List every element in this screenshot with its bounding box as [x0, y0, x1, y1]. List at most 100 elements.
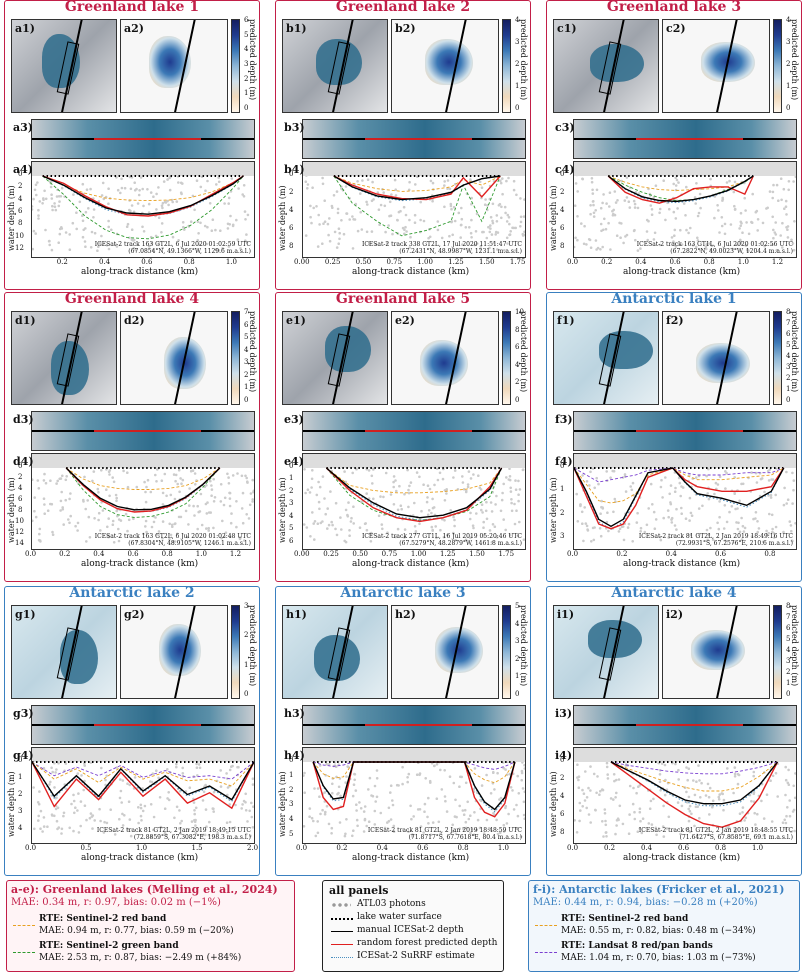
photon-dot — [784, 821, 788, 825]
photon-dot — [422, 219, 426, 223]
photon-dot — [353, 773, 357, 776]
predicted-lake-shape — [164, 337, 206, 389]
photon-dot — [589, 789, 592, 792]
photon-dot — [161, 206, 164, 210]
photon-dot — [42, 497, 46, 500]
track-info-line2: (67.5279°N, 48.2879°W, 1461.8 m.a.s.l.) — [399, 540, 522, 547]
photon-dot — [592, 211, 596, 215]
manual-depth-line — [32, 761, 254, 801]
subpanel-label: f1) — [557, 314, 575, 327]
photon-dot — [306, 187, 309, 190]
photon-dot — [619, 236, 622, 239]
photon-dot — [91, 479, 94, 483]
photon-dot — [150, 525, 154, 529]
photon-dot — [464, 781, 468, 785]
photon-dot — [791, 502, 794, 505]
photon-dot — [249, 492, 253, 495]
subpanel-label: b1) — [286, 22, 307, 35]
photon-dot — [784, 205, 788, 208]
colorbar-tick: 3 — [515, 38, 520, 46]
photon-dot — [741, 811, 744, 814]
photon-dot — [794, 175, 796, 179]
photon-dot — [326, 527, 329, 530]
photon-dot — [207, 833, 211, 837]
photon-dot — [323, 497, 326, 500]
photon-dot — [93, 231, 97, 235]
photon-dot — [793, 796, 796, 800]
photon-dot — [308, 807, 312, 810]
photon-dot — [181, 182, 184, 185]
photon-dot — [460, 206, 463, 210]
photon-dot — [615, 778, 618, 782]
photon-dot — [176, 482, 179, 486]
photon-dot — [652, 797, 655, 801]
photon-dot — [352, 218, 355, 221]
photon-dot — [199, 492, 203, 496]
y-tick-label: 6 — [560, 224, 565, 233]
y-axis-label: water depth (m) — [7, 185, 16, 251]
photon-dot — [581, 788, 584, 792]
photon-dot — [615, 824, 618, 827]
photon-dot — [118, 796, 122, 800]
photon-dot — [199, 221, 202, 225]
photon-dot — [394, 535, 397, 539]
photon-dot — [374, 800, 377, 803]
photon-dot — [494, 233, 497, 236]
photon-dot — [183, 228, 186, 231]
photon-dot — [32, 205, 34, 208]
photon-dot — [791, 471, 794, 475]
colorbar-tick: 5 — [515, 602, 520, 610]
photon-dot — [638, 827, 642, 830]
x-tick-label: 1.00 — [410, 550, 427, 558]
photon-dot — [658, 243, 662, 247]
photon-dot — [161, 246, 164, 250]
photon-dot — [755, 209, 759, 213]
photon-dot — [169, 533, 173, 537]
photon-dot — [487, 225, 490, 229]
photon-dot — [611, 209, 614, 213]
photon-dot — [418, 808, 422, 811]
photon-dot — [607, 221, 610, 225]
photon-dot — [174, 522, 177, 525]
photon-dot — [144, 519, 148, 523]
photon-dot — [322, 222, 325, 225]
photon-dot — [53, 814, 56, 818]
y-tick-label: 0 — [560, 170, 565, 178]
photon-dot — [738, 530, 742, 534]
photon-dot — [244, 792, 247, 796]
photon-dot — [578, 819, 581, 823]
track-info-line1: ICESat-2 track 163 GT1L, 6 Jul 2020 01:0… — [636, 241, 793, 248]
photon-dot — [168, 538, 171, 541]
photon-dot — [100, 469, 103, 472]
photon-dot — [309, 535, 312, 538]
photon-dot — [428, 487, 432, 491]
photon-dot — [84, 245, 87, 248]
photon-dot — [611, 469, 614, 473]
panel-title: Greenland lake 4 — [64, 291, 200, 307]
photon-dot — [60, 827, 64, 831]
photon-dot — [309, 204, 312, 208]
photon-dot — [575, 831, 579, 834]
x-tick-label: 0.0 — [25, 550, 37, 558]
photon-dot — [500, 205, 503, 209]
track-info: ICESat-2 track 338 GT2L, 17 Jul 2020 11:… — [362, 241, 522, 255]
photon-dot — [114, 493, 118, 497]
photon-dot — [130, 228, 134, 231]
photon-dot — [377, 514, 381, 518]
photon-dot — [247, 517, 251, 520]
photon-dot — [370, 474, 374, 478]
photon-dot — [39, 827, 42, 830]
photon-dot — [501, 491, 504, 495]
photon-dot — [684, 827, 688, 831]
x-tick-label: 0.2 — [604, 844, 616, 852]
photon-dot — [495, 494, 498, 498]
photon-dot — [220, 536, 223, 540]
legend-rte-red-name: RTE: Sentinel-2 red band — [39, 914, 167, 924]
x-tick-label: 0.4 — [376, 844, 388, 852]
photon-dot — [585, 796, 589, 799]
photon-dot — [672, 240, 675, 243]
x-tick-label: 0.00 — [294, 550, 310, 558]
photon-dot — [163, 807, 167, 810]
photon-dot — [168, 522, 171, 526]
photon-dot — [674, 184, 678, 187]
